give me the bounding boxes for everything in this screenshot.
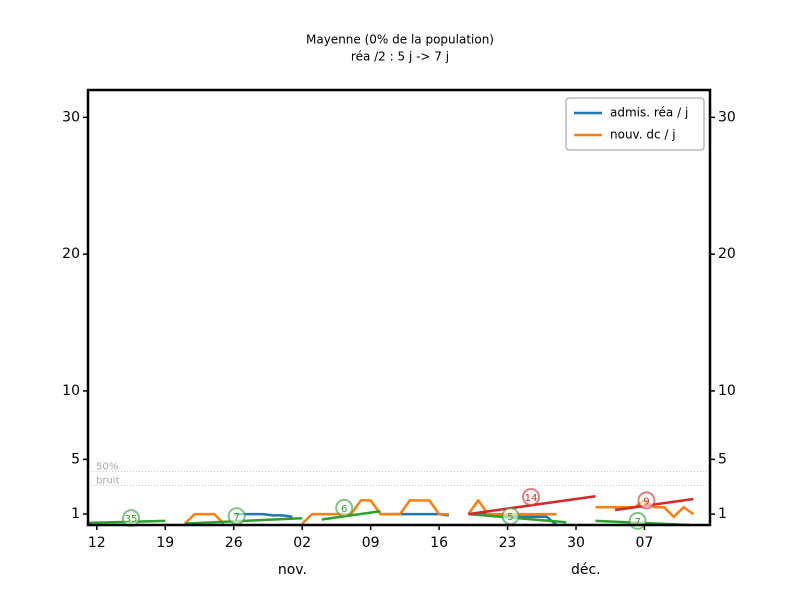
y2-tick-label: 10: [718, 383, 736, 399]
annotation-label: 5: [507, 512, 513, 523]
noise-label: bruit: [96, 475, 120, 486]
y-tick-label: 1: [71, 506, 80, 522]
y2-tick-label: 30: [718, 109, 736, 125]
x-tick-label: 09: [362, 535, 380, 551]
y-tick-label: 10: [62, 383, 80, 399]
x-tick-label: 02: [293, 535, 311, 551]
annotation-label: 35: [125, 514, 138, 525]
x-tick-label: 26: [225, 535, 243, 551]
y2-tick-label: 5: [718, 451, 727, 467]
x-tick-label: 19: [156, 535, 174, 551]
annotation-label: 6: [341, 504, 347, 515]
annotation-label: 7: [233, 512, 239, 523]
annotation-marker: [522, 487, 541, 506]
annotation-marker: [335, 498, 354, 517]
legend-label: admis. réa / j: [610, 106, 688, 120]
x-tick-label: 23: [499, 535, 517, 551]
series-line: [183, 499, 695, 525]
trend-line: [321, 510, 381, 521]
y-tick-label: 5: [71, 451, 80, 467]
month-label: nov.: [278, 562, 307, 578]
x-tick-label: 30: [567, 535, 585, 551]
annotation-label: 9: [643, 496, 649, 507]
month-label: déc.: [571, 562, 601, 578]
annotation-marker: [637, 491, 656, 510]
chart-title: Mayenne (0% de la population): [306, 33, 494, 47]
plot-frame: [86, 88, 712, 527]
legend-label: nouv. dc / j: [610, 128, 676, 142]
x-tick-label: 07: [636, 535, 654, 551]
x-tick-label: 16: [430, 535, 448, 551]
y2-tick-label: 1: [718, 506, 727, 522]
chart-subtitle: réa /2 : 5 j -> 7 j: [351, 50, 449, 64]
x-tick-label: 12: [88, 535, 106, 551]
y-tick-label: 30: [62, 109, 80, 125]
annotation-label: 7: [634, 517, 640, 528]
y-tick-label: 20: [62, 246, 80, 262]
annotation-label: 14: [525, 493, 538, 504]
noise-label: 50%: [96, 462, 118, 473]
y2-tick-label: 20: [718, 246, 736, 262]
legend-box: [565, 97, 705, 151]
